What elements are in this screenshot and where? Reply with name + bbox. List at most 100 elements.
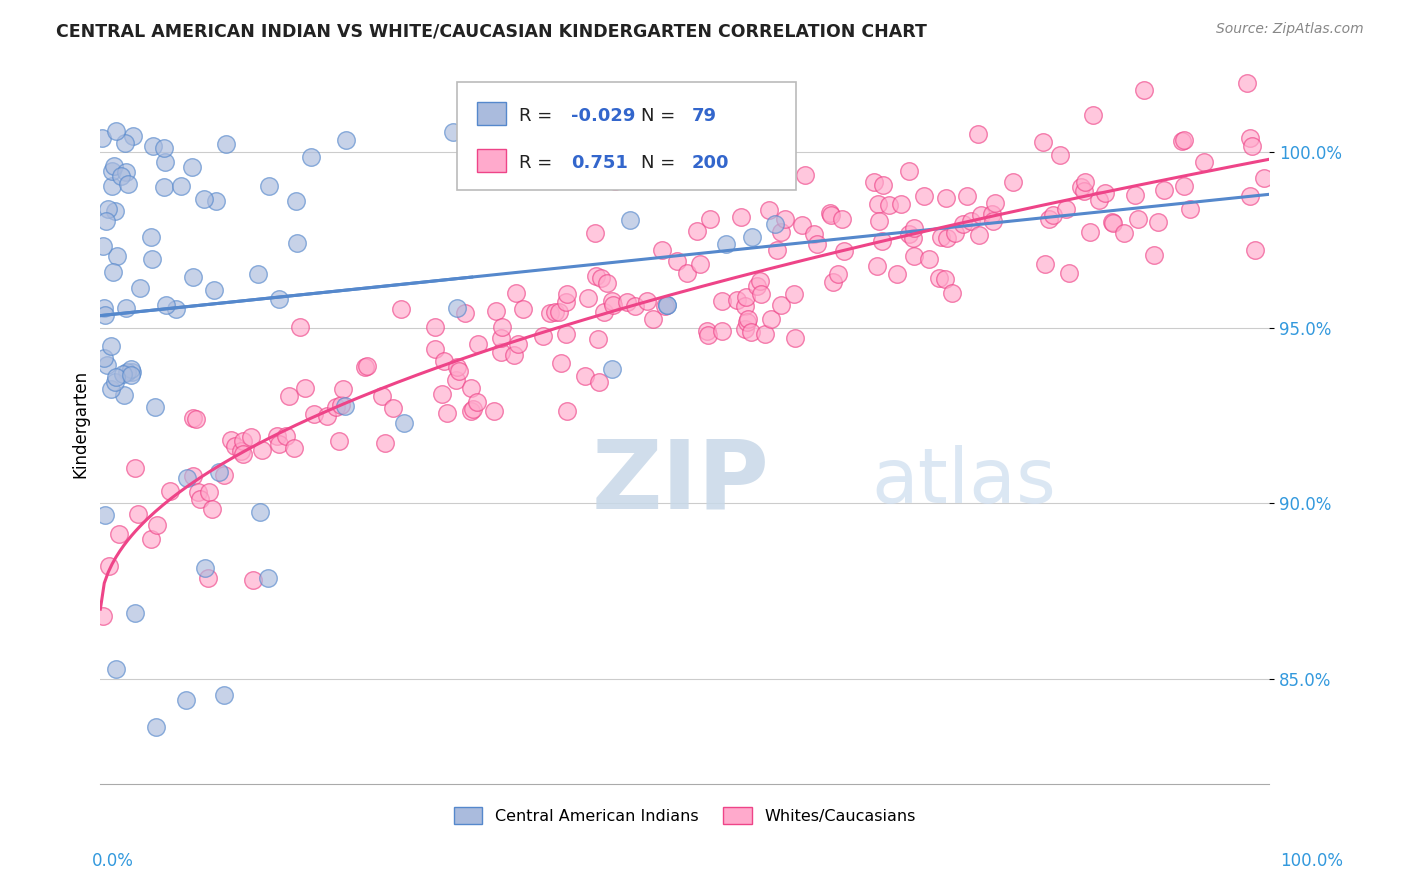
Point	[866, 259, 889, 273]
Point	[335, 399, 357, 413]
Point	[145, 720, 167, 734]
Text: atlas: atlas	[872, 445, 1056, 519]
Point	[503, 348, 526, 362]
Point	[831, 212, 853, 227]
Y-axis label: Kindergarten: Kindergarten	[72, 370, 89, 478]
Point	[129, 281, 152, 295]
Point	[139, 229, 162, 244]
Point	[596, 276, 619, 290]
Point	[676, 266, 699, 280]
Point	[269, 292, 291, 306]
Point	[737, 311, 759, 326]
Point	[484, 404, 506, 418]
Point	[583, 226, 606, 240]
Point	[170, 179, 193, 194]
Text: CENTRAL AMERICAN INDIAN VS WHITE/CAUCASIAN KINDERGARTEN CORRELATION CHART: CENTRAL AMERICAN INDIAN VS WHITE/CAUCASI…	[56, 22, 927, 40]
Point	[1112, 226, 1135, 240]
Point	[294, 381, 316, 395]
Point	[803, 227, 825, 241]
Point	[489, 344, 512, 359]
Point	[754, 326, 776, 341]
Point	[666, 254, 689, 268]
Point	[603, 174, 626, 188]
Point	[602, 294, 624, 309]
Point	[491, 320, 513, 334]
Point	[820, 208, 842, 222]
Point	[1244, 243, 1267, 257]
Point	[1173, 179, 1195, 194]
Point	[1073, 184, 1095, 198]
Point	[290, 320, 312, 334]
Point	[710, 324, 733, 338]
Point	[898, 227, 921, 242]
Point	[285, 236, 308, 251]
Point	[1101, 216, 1123, 230]
Point	[181, 469, 204, 483]
Text: Source: ZipAtlas.com: Source: ZipAtlas.com	[1216, 22, 1364, 37]
Point	[1101, 214, 1123, 228]
Point	[935, 191, 957, 205]
Point	[1153, 183, 1175, 197]
Point	[761, 311, 783, 326]
Point	[193, 192, 215, 206]
Point	[425, 342, 447, 356]
Point	[696, 324, 718, 338]
Point	[934, 271, 956, 285]
Point	[485, 304, 508, 318]
Point	[827, 267, 849, 281]
Point	[943, 226, 966, 240]
Point	[1143, 247, 1166, 261]
Point	[981, 214, 1004, 228]
Point	[446, 301, 468, 315]
Point	[689, 257, 711, 271]
FancyBboxPatch shape	[477, 102, 506, 125]
Point	[389, 301, 412, 316]
Point	[110, 169, 132, 183]
Point	[446, 359, 468, 374]
Point	[269, 437, 291, 451]
Point	[212, 688, 235, 702]
Text: R =: R =	[519, 107, 558, 125]
Point	[335, 133, 357, 147]
Point	[725, 293, 748, 307]
Point	[266, 429, 288, 443]
Point	[249, 505, 271, 519]
Point	[554, 326, 576, 341]
Point	[862, 175, 884, 189]
Point	[555, 404, 578, 418]
Point	[1074, 175, 1097, 189]
Point	[141, 139, 163, 153]
Point	[461, 401, 484, 416]
Point	[436, 406, 458, 420]
Point	[588, 375, 610, 389]
Point	[242, 573, 264, 587]
Point	[792, 219, 814, 233]
Point	[1002, 175, 1025, 189]
Point	[112, 368, 135, 382]
Point	[616, 295, 638, 310]
Point	[730, 211, 752, 225]
Point	[194, 561, 217, 575]
Point	[794, 168, 817, 182]
Point	[654, 299, 676, 313]
Point	[966, 127, 988, 141]
Point	[929, 230, 952, 244]
Point	[433, 354, 456, 368]
Point	[214, 137, 236, 152]
Point	[1032, 135, 1054, 149]
Point	[697, 328, 720, 343]
Point	[1126, 211, 1149, 226]
Point	[912, 189, 935, 203]
Point	[1054, 202, 1077, 216]
FancyBboxPatch shape	[477, 149, 506, 172]
Point	[188, 491, 211, 506]
Point	[250, 443, 273, 458]
Point	[104, 375, 127, 389]
Point	[967, 227, 990, 242]
Point	[98, 559, 121, 574]
Text: 200: 200	[692, 153, 730, 172]
Point	[330, 398, 353, 412]
Point	[747, 278, 769, 293]
Text: -0.029: -0.029	[571, 107, 636, 125]
Point	[512, 301, 534, 316]
